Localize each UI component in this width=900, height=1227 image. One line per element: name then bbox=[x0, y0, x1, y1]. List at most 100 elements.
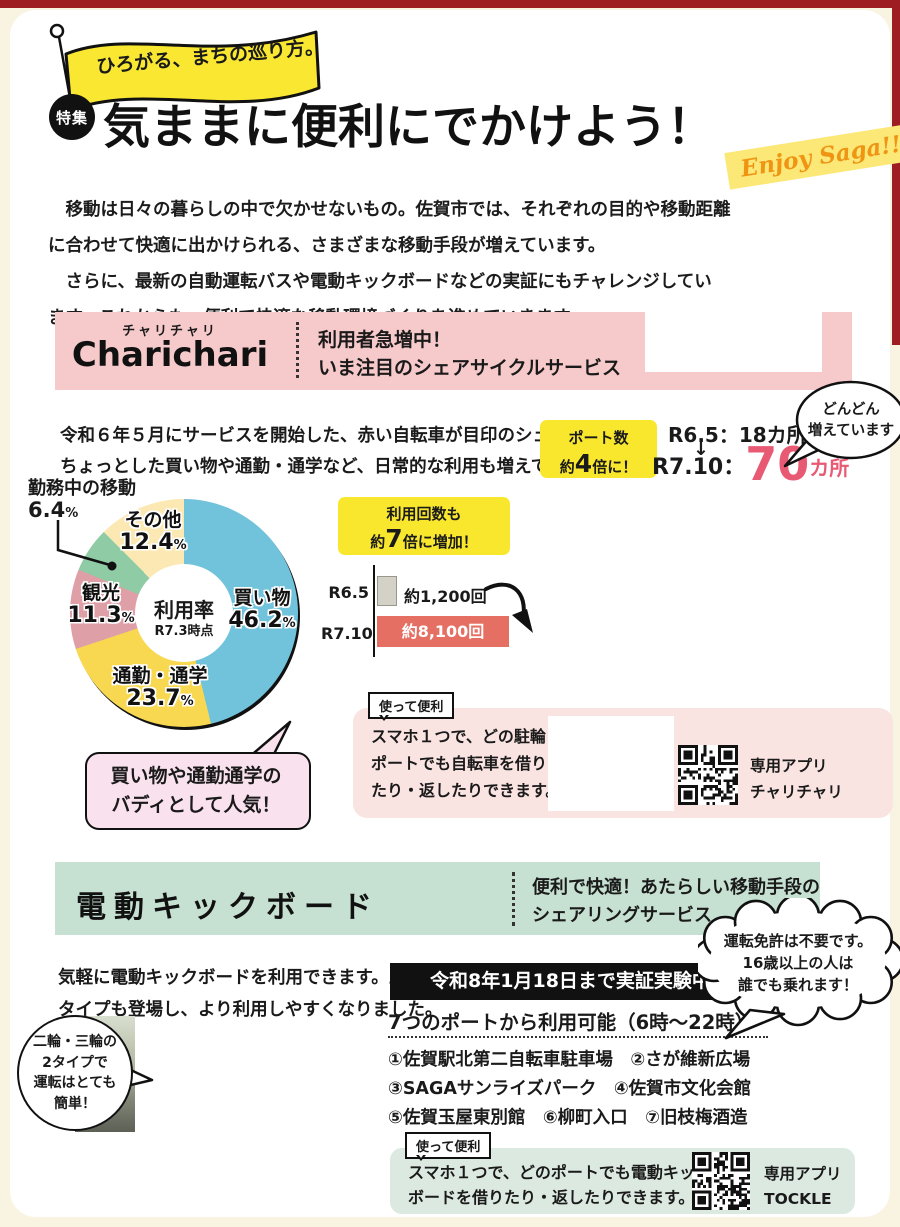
ports-after-label: R7.10： bbox=[652, 455, 746, 480]
callout-line: 買い物や通勤通学の bbox=[110, 765, 282, 787]
slice-label-sonota: その他 12.4% bbox=[119, 510, 186, 554]
badge-line: 利用回数も bbox=[386, 505, 462, 523]
usage-badge: 利用回数も 約7倍に増加！ bbox=[338, 497, 510, 555]
slice-label-kaimono: 買い物 46.2% bbox=[228, 588, 295, 632]
port-list: ①佐賀駅北第二自転車駐車場 ②さが維新広場 ③SAGAサンライズパーク ④佐賀市… bbox=[388, 1046, 751, 1133]
desc-line: ちょっとした買い物や通勤・通学など、日常的な利用も増えています。 bbox=[60, 457, 617, 477]
donut-center-title: 利用率 bbox=[154, 598, 214, 622]
catch-line: 利用者急増中！ bbox=[318, 329, 452, 351]
port-count-badge: ポート数 約4倍に！ bbox=[540, 420, 657, 478]
convenient-text: スマホ１つで、どの駐輪 ポートでも自転車を借り たり・返したりできます。 bbox=[371, 723, 561, 804]
slice-name: 観光 bbox=[81, 582, 120, 604]
kickboard-title: 電動キックボード bbox=[76, 890, 380, 925]
convenient-tab: 使って便利 bbox=[405, 1132, 492, 1161]
kickboard-section-header bbox=[55, 862, 820, 935]
leader-line bbox=[56, 520, 117, 571]
port-line: ①佐賀駅北第二自転車駐車場 ②さが維新広場 bbox=[388, 1050, 751, 1070]
slice-unit: % bbox=[121, 610, 135, 626]
convenient-line: スマホ１つで、どのポートでも電動キック bbox=[408, 1163, 711, 1182]
app-label-tockle: 専用アプリ TOCKLE bbox=[764, 1162, 842, 1212]
cloud-line: 運転免許は不要です。 bbox=[723, 932, 873, 950]
kickboard-convenient-box bbox=[390, 1148, 855, 1214]
charichari-description: 令和６年５月にサービスを開始した、赤い自転車が目印のシェアサイクル。 ちょっとし… bbox=[60, 421, 654, 483]
charichari-catch: 利用者急増中！ いま注目のシェアサイクルサービス bbox=[318, 326, 621, 382]
bar-axis bbox=[373, 565, 375, 657]
app-line: TOCKLE bbox=[764, 1190, 832, 1208]
charichari-logo: Charichari bbox=[71, 335, 269, 375]
header-divider bbox=[512, 872, 515, 926]
kickboard-description: 気軽に電動キックボードを利用できます。三輪 タイプも登場し、より利用しやすくなり… bbox=[58, 962, 442, 1026]
app-line: 専用アプリ bbox=[764, 1165, 842, 1183]
convenient-line: たり・返したりできます。 bbox=[371, 781, 562, 800]
intro-line: さらに、最新の自動運転バスや電動キックボードなどの実証にもチャレンジしてい bbox=[48, 272, 712, 292]
desc-line: タイプも登場し、より利用しやすくなりました。 bbox=[58, 1000, 443, 1020]
cloud-bubble bbox=[698, 898, 900, 1040]
circle-line: 2タイプで bbox=[42, 1054, 108, 1071]
donut-center-subtitle: R7.3時点 bbox=[154, 624, 214, 639]
page-edge-right bbox=[892, 0, 900, 345]
flag-banner-icon bbox=[49, 23, 321, 121]
intro-line: 移動は日々の暮らしの中で欠かせないもの。佐賀市では、それぞれの目的や移動距離 bbox=[48, 200, 731, 220]
slice-unit: % bbox=[65, 505, 79, 521]
slice-unit: % bbox=[180, 693, 194, 709]
catch-line: シェアリングサービス bbox=[532, 905, 712, 926]
convenient-line: スマホ１つで、どの駐輪 bbox=[371, 727, 546, 746]
kickboard-catch: 便利で快適！あたらしい移動手段の シェアリングサービス bbox=[532, 874, 820, 930]
bar-cat-1: R7.10 bbox=[321, 624, 373, 643]
speech-bubble-growing bbox=[783, 380, 900, 468]
slice-label-kinmu: 勤務中の移動 6.4% bbox=[28, 479, 136, 522]
circle-line: 簡単！ bbox=[54, 1095, 96, 1112]
qr-code-tockle bbox=[692, 1152, 750, 1210]
circle-line: 二輪・三輪の bbox=[33, 1034, 117, 1050]
slice-value: 11.3 bbox=[67, 602, 122, 628]
bar-cat-0: R6.5 bbox=[328, 583, 369, 602]
charichari-ruby: チャリチャリ bbox=[122, 324, 218, 339]
callout-bubble bbox=[85, 752, 311, 830]
badge-line: 約7倍に増加！ bbox=[370, 524, 478, 553]
app-line: チャリチャリ bbox=[750, 783, 843, 801]
bar-0 bbox=[377, 576, 397, 606]
qr-code-charichari bbox=[678, 745, 738, 805]
convenient-photo-placeholder bbox=[548, 716, 674, 811]
convenient-line: ボードを借りたり・返したりできます。 bbox=[408, 1188, 695, 1207]
convenient-tab: 使って便利 bbox=[368, 692, 455, 721]
bar-0-value: 約1,200回 bbox=[404, 587, 487, 606]
down-arrow-icon: ↓ bbox=[693, 438, 709, 460]
port-line: ⑤佐賀玉屋東別館 ⑥柳町入口 ⑦旧枝梅酒造 bbox=[388, 1108, 748, 1128]
badge-line: ポート数 bbox=[568, 429, 629, 447]
ports-after-unit: カ所 bbox=[809, 456, 850, 480]
ports-title: 7つのポートから利用可能（6時～22時） bbox=[388, 1011, 755, 1034]
circle-line: 運転はとても bbox=[33, 1075, 117, 1091]
slice-value: 6.4 bbox=[28, 497, 66, 522]
slice-name: 通勤・通学 bbox=[112, 665, 208, 687]
cloud-text: 運転免許は不要です。 16歳以上の人は 誰でも乗れます！ bbox=[724, 930, 873, 996]
desc-line: 令和６年５月にサービスを開始した、赤い自転車が目印のシェアサイクル。 bbox=[60, 426, 655, 446]
bar-1 bbox=[377, 616, 509, 647]
port-line: ③SAGAサンライズパーク ④佐賀市文化会館 bbox=[388, 1079, 752, 1099]
slice-unit: % bbox=[173, 537, 187, 553]
callout-line: バディとして人気！ bbox=[111, 794, 281, 816]
convenient-line: ポートでも自転車を借り bbox=[371, 754, 548, 773]
catch-line: いま注目のシェアサイクルサービス bbox=[318, 357, 622, 379]
ports-before: R6.5：18カ所 bbox=[668, 423, 807, 447]
growth-arrow-icon bbox=[484, 582, 533, 633]
intro-line: に合わせて快適に出かけられる、さまざまな移動手段が増えています。 bbox=[48, 236, 606, 256]
charichari-header-photo-placeholder bbox=[645, 312, 822, 372]
slice-name: その他 bbox=[124, 509, 182, 531]
slice-label-kanko: 観光 11.3% bbox=[67, 583, 134, 627]
callout-text: 買い物や通勤通学の バディとして人気！ bbox=[110, 762, 281, 820]
cloud-line: 16歳以上の人は bbox=[742, 954, 854, 972]
slice-value: 46.2 bbox=[228, 607, 283, 633]
page-title: 気ままに便利にでかけよう！ bbox=[103, 100, 714, 155]
slice-name: 買い物 bbox=[233, 587, 291, 609]
desc-line: 気軽に電動キックボードを利用できます。三輪 bbox=[58, 968, 424, 988]
bubble-line: 増えています bbox=[807, 423, 895, 439]
slice-name: 勤務中の移動 bbox=[28, 478, 136, 499]
badge-line: 約4倍に！ bbox=[559, 449, 638, 478]
bar-1-value: 約8,100回 bbox=[401, 622, 485, 641]
cloud-line: 誰でも乗れます！ bbox=[737, 976, 859, 994]
slice-unit: % bbox=[282, 615, 296, 631]
donut-hole bbox=[135, 564, 233, 662]
slice-label-tsukin: 通勤・通学 23.7% bbox=[112, 666, 207, 710]
